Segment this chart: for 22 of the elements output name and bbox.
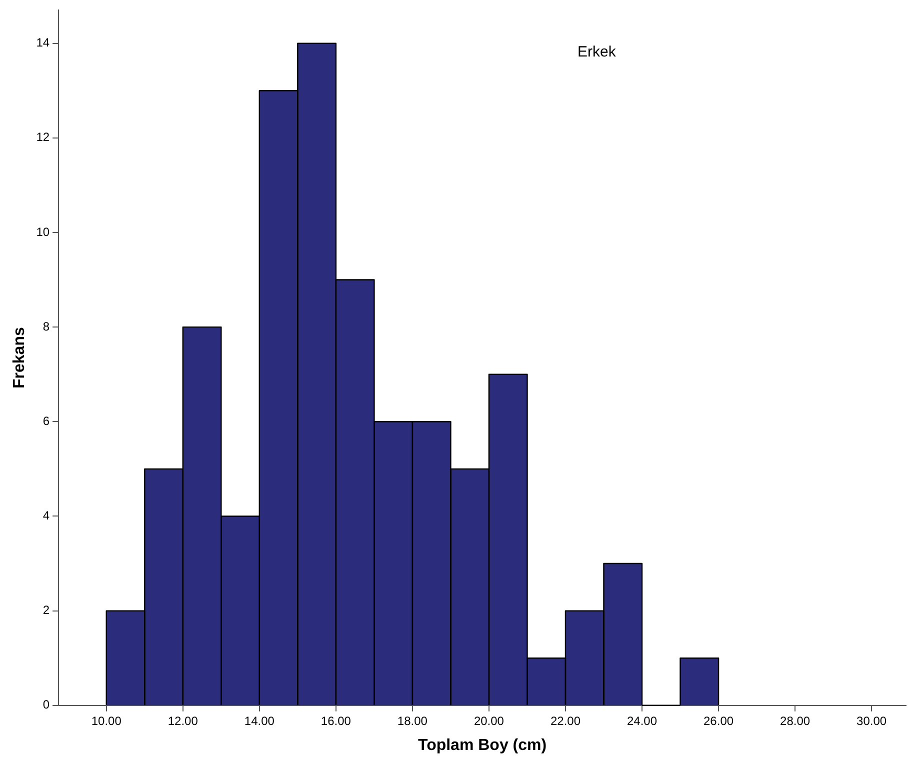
x-tick-label: 18.00 (397, 714, 428, 728)
x-tick-label: 14.00 (244, 714, 275, 728)
y-tick-label: 4 (42, 508, 50, 523)
x-tick-label: 16.00 (320, 714, 352, 728)
x-tick-label: 10.00 (91, 714, 122, 728)
x-tick-label: 26.00 (704, 714, 734, 728)
y-tick-label: 14 (36, 36, 50, 50)
x-tick-label: 28.00 (780, 714, 810, 728)
x-tick-label: 30.00 (856, 714, 887, 728)
x-tick-label: 12.00 (168, 714, 198, 728)
y-tick-label: 2 (42, 603, 50, 618)
x-tick-label: 24.00 (626, 714, 658, 728)
y-tick-label: 10 (36, 224, 50, 239)
x-tick-label: 22.00 (550, 714, 581, 728)
y-tick-label: 12 (36, 130, 50, 144)
y-tick-label: 8 (42, 319, 50, 334)
y-tick-label: 6 (42, 414, 50, 428)
y-axis-title: Frekans (11, 327, 28, 388)
annotation: Erkek (578, 43, 616, 60)
x-tick-label: 20.00 (474, 714, 504, 728)
x-axis-title: Toplam Boy (cm) (418, 736, 547, 754)
y-tick-label: 0 (42, 698, 50, 712)
